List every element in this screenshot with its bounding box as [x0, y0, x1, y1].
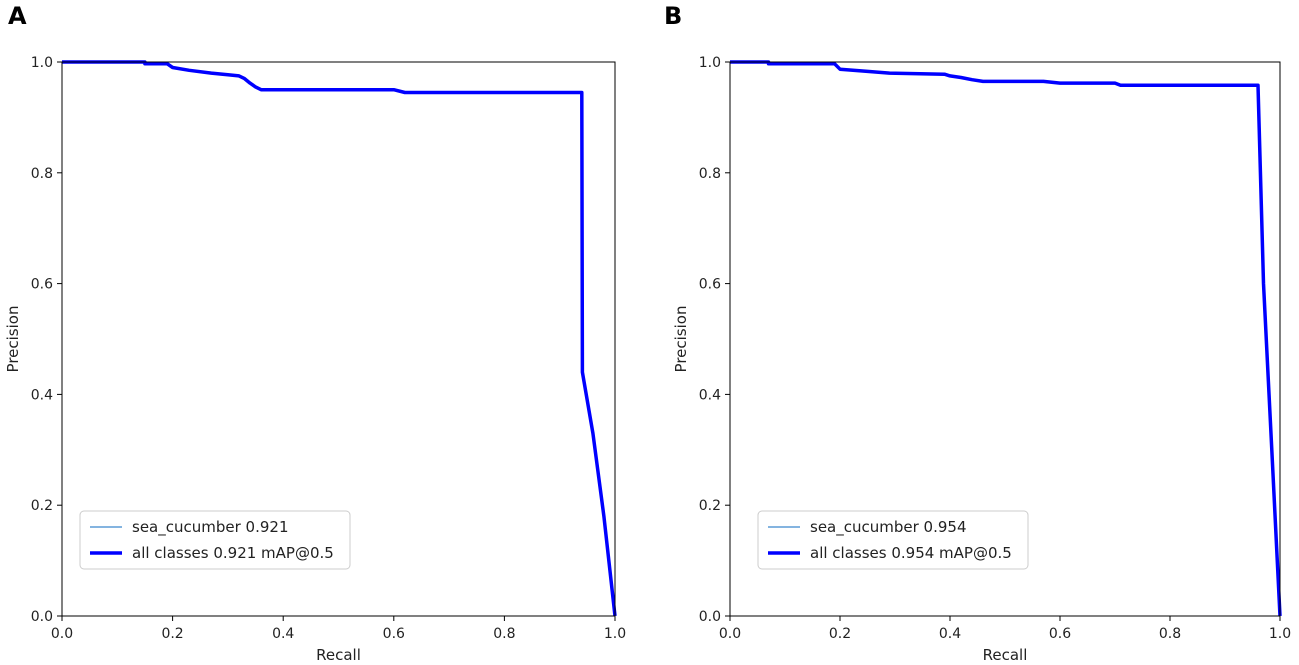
y-tick-label: 0.6: [31, 277, 53, 293]
x-tick-label: 1.0: [604, 626, 626, 642]
x-tick-label: 0.6: [1049, 626, 1071, 642]
x-axis-label: Recall: [983, 646, 1028, 664]
x-tick-label: 0.6: [383, 626, 405, 642]
y-tick-label: 1.0: [699, 55, 721, 71]
legend: sea_cucumber 0.921 all classes 0.921 mAP@…: [79, 510, 351, 570]
y-tick-label: 0.6: [699, 277, 721, 293]
panel-label: B: [664, 2, 682, 30]
y-tick-label: 0.4: [699, 387, 721, 403]
y-tick-label: 0.2: [699, 498, 721, 514]
y-tick-label: 0.4: [31, 387, 53, 403]
legend: sea_cucumber 0.954 all classes 0.954 mAP@…: [757, 510, 1029, 570]
y-axis-label: Precision: [672, 306, 690, 373]
x-tick-label: 0.2: [161, 626, 183, 642]
x-tick-label: 0.4: [939, 626, 961, 642]
legend-box: [79, 510, 351, 570]
y-tick-label: 0.8: [31, 166, 53, 182]
x-tick-label: 0.2: [829, 626, 851, 642]
x-tick-label: 0.8: [493, 626, 515, 642]
y-axis-label: Precision: [4, 306, 22, 373]
x-tick-label: 0.4: [272, 626, 294, 642]
chart-panel-b: B 0.0 0.2 0.4 0.6 0.8 1.0 0.0 0.2 0.4 0.6 0.8 1.0 Rec…: [664, 2, 1291, 664]
y-tick-label: 0.2: [31, 498, 53, 514]
legend-entry: sea_cucumber 0.921: [132, 518, 288, 537]
legend-entry: sea_cucumber 0.954: [810, 518, 966, 537]
x-tick-label: 0.0: [51, 626, 73, 642]
y-tick-label: 0.8: [699, 166, 721, 182]
y-tick-label: 1.0: [31, 55, 53, 71]
x-axis-label: Recall: [316, 646, 361, 664]
panel-label: A: [8, 2, 27, 30]
legend-entry: all classes 0.954 mAP@0.5: [810, 544, 1012, 562]
x-tick-label: 0.8: [1159, 626, 1181, 642]
series-line-2: [62, 60, 617, 617]
legend-entry: all classes 0.921 mAP@0.5: [132, 544, 334, 562]
series-line-2: [730, 60, 1282, 617]
plot-frame: [729, 61, 1281, 617]
y-tick-label: 0.0: [31, 609, 53, 625]
x-tick-label: 0.0: [719, 626, 741, 642]
chart-panel-a: A 0.0 0.2 0.4 0.6 0.8 1.0 0.0 0.2 0.4 0.6 0.8 1.0 Rec…: [4, 2, 626, 664]
y-tick-label: 0.0: [699, 609, 721, 625]
legend-box: [757, 510, 1029, 570]
plot-frame: [61, 61, 616, 617]
x-tick-label: 1.0: [1269, 626, 1291, 642]
